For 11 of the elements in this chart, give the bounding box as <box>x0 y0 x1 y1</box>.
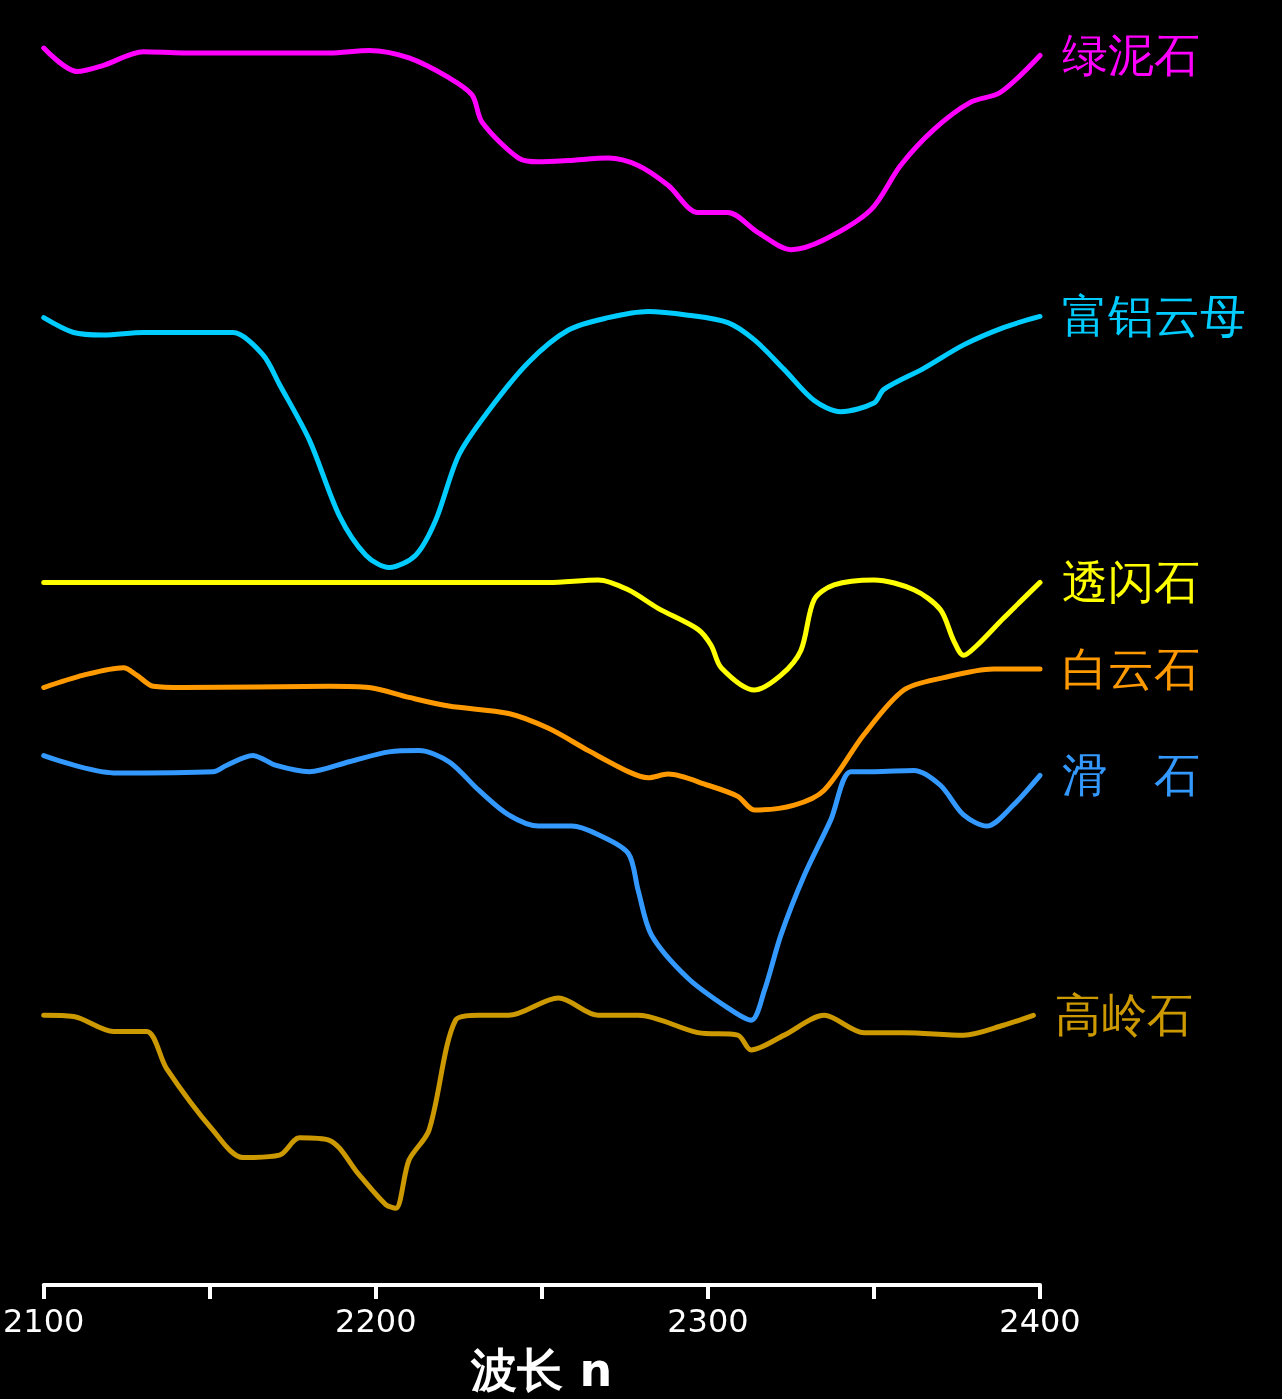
series-label: 高岭石 <box>1055 988 1194 1043</box>
series-label: 绿泥石 <box>1062 28 1200 83</box>
x-tick-label: 2100 <box>3 1302 85 1340</box>
x-tick-label: 2300 <box>667 1302 749 1340</box>
series-label: 白云石 <box>1062 641 1200 696</box>
series-label: 滑 石 <box>1062 748 1200 803</box>
x-axis-title: 波长 n <box>470 1343 613 1397</box>
x-tick-label: 2200 <box>335 1302 417 1340</box>
x-tick-label: 2400 <box>999 1302 1081 1340</box>
series-label: 富铝云母 <box>1062 289 1246 344</box>
series-label: 透闪石 <box>1062 555 1200 610</box>
